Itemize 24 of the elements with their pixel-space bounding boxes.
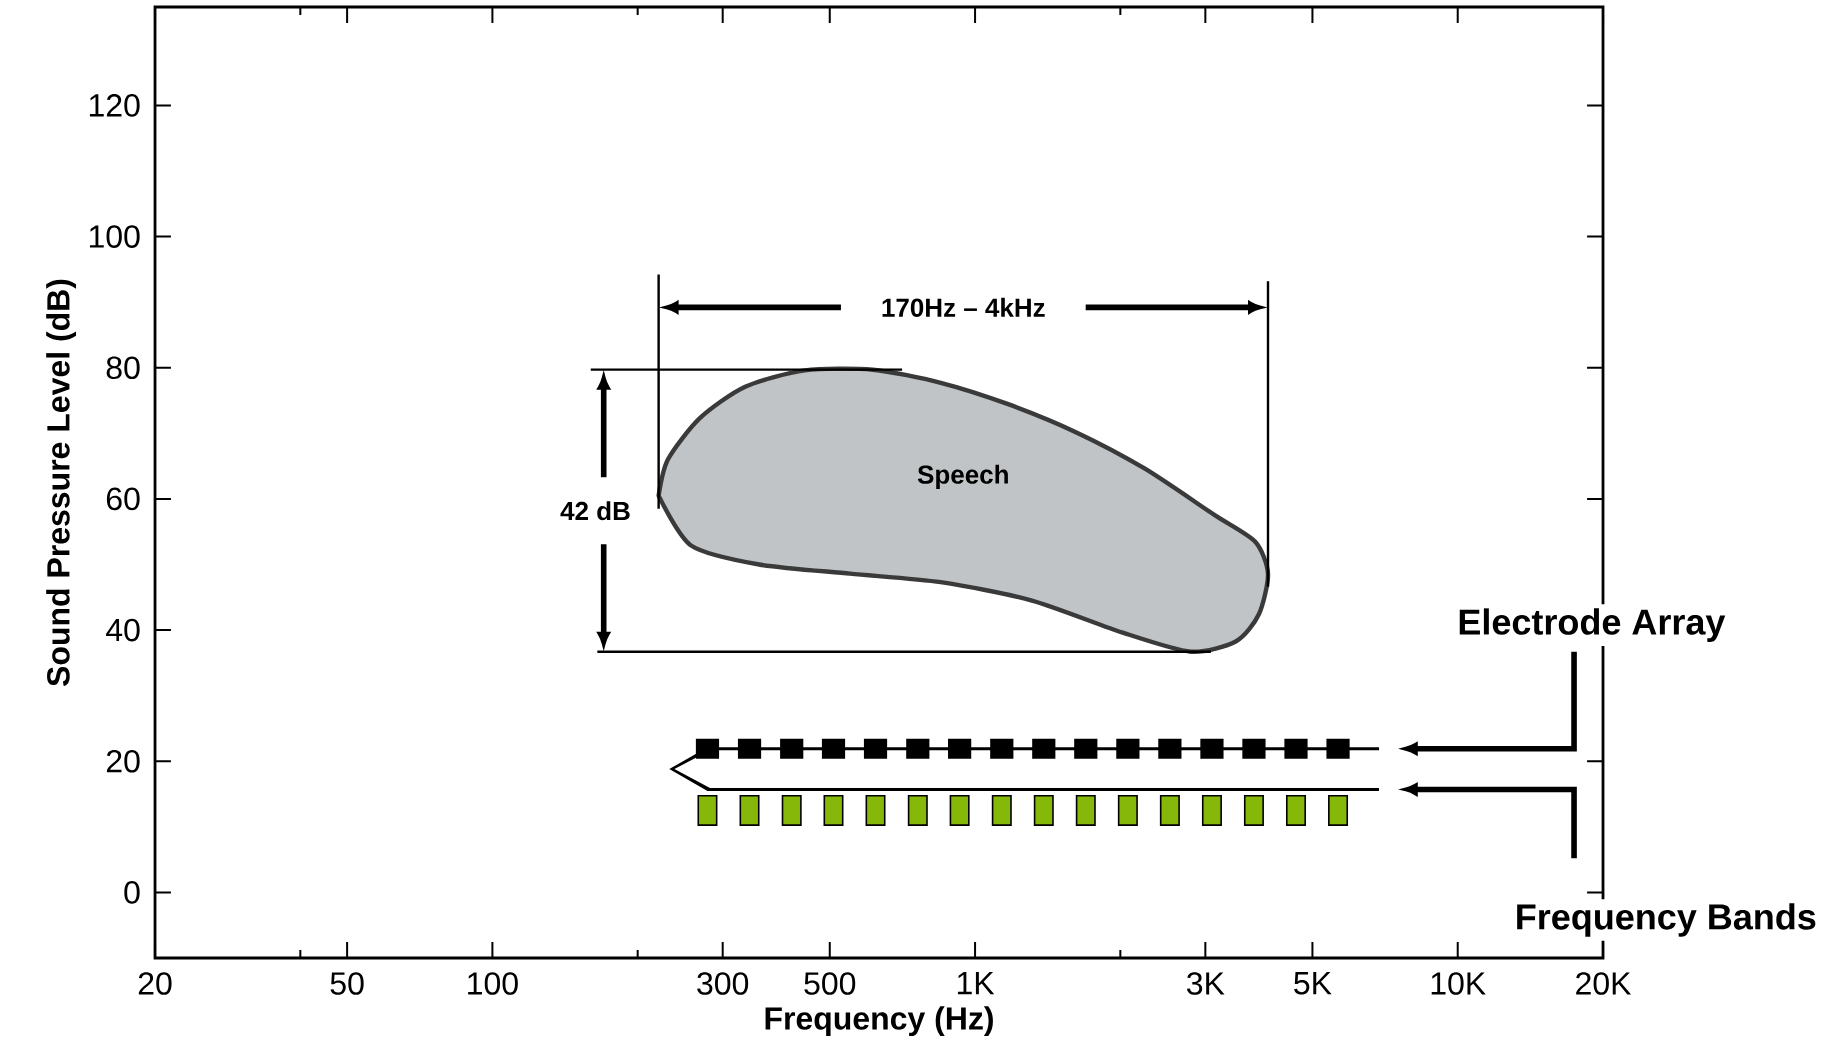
x-tick-label: 10K: [1431, 972, 1486, 995]
text: Electrode Array: [1459, 608, 1726, 642]
y-tick-label: 120: [89, 94, 140, 117]
annotation: 42 dB: [560, 501, 630, 521]
x-tick-label: 100: [468, 972, 518, 995]
annotation: 170Hz – 4kHz: [882, 297, 1045, 317]
y-tick-label: 60: [106, 487, 140, 511]
y-tick-label: 20: [106, 749, 140, 773]
y-tick-label: 40: [106, 618, 140, 642]
x-tick-label: 20K: [1576, 972, 1632, 995]
x-tick-label: 500: [804, 972, 856, 995]
x-tick-label: 300: [697, 972, 749, 995]
y-tick-label: 100: [89, 225, 140, 248]
series-label: Speech: [917, 464, 1008, 489]
x-tick-label: 3K: [1186, 972, 1225, 995]
x-tick-label: 5K: [1294, 972, 1332, 995]
legend-label: Frequency Bands: [1517, 903, 1816, 937]
y-tick-label: 80: [106, 356, 140, 380]
x-tick-label: 50: [330, 972, 364, 995]
x-tick-label: 1K: [957, 972, 995, 995]
x-tick-label: 20: [138, 972, 172, 995]
x-axis-title: Frequency (Hz): [765, 1006, 993, 1037]
y-axis-title: Sound Pressure Level (dB): [46, 279, 77, 687]
y-tick-label: 0: [124, 881, 140, 904]
